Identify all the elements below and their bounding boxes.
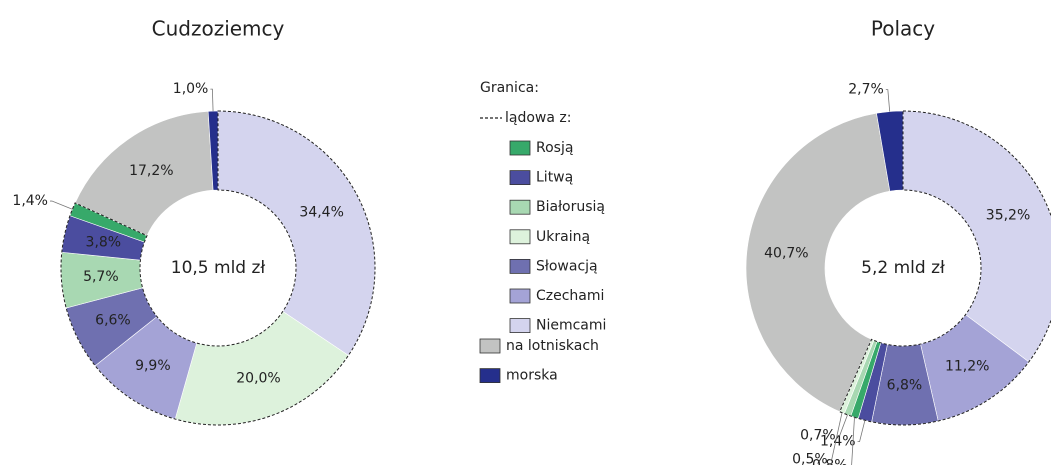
legend-title: Granica: — [480, 80, 539, 96]
data-label: 3,8% — [86, 234, 122, 250]
center-total: 5,2 mld zł — [861, 258, 945, 278]
data-label: 9,9% — [135, 358, 171, 374]
legend-label: Białorusią — [536, 199, 605, 215]
data-label: 17,2% — [129, 163, 173, 179]
leader-line — [829, 412, 843, 460]
legend-label: Rosją — [536, 140, 573, 156]
pie-slice — [74, 110, 214, 237]
leader-line — [851, 417, 855, 465]
data-label: 0,7% — [800, 427, 836, 443]
land-outline — [60, 110, 376, 426]
legend-swatch — [479, 338, 501, 354]
leader-line — [837, 414, 848, 436]
leader-line — [49, 200, 73, 210]
pie-slice — [876, 110, 904, 192]
data-label: 11,2% — [945, 358, 989, 374]
legend-swatch — [509, 140, 531, 156]
data-label: 2,7% — [848, 82, 884, 98]
leader-line — [885, 89, 891, 112]
data-label: 1,0% — [173, 81, 209, 97]
pie-slice — [217, 110, 376, 356]
legend-swatch — [509, 170, 531, 186]
data-label: 35,2% — [986, 207, 1030, 223]
chart-title: Polacy — [871, 17, 935, 41]
legend-swatch — [509, 199, 531, 215]
legend-swatch — [479, 368, 501, 384]
legend-label: Litwą — [536, 170, 573, 186]
legend-label: Słowacją — [536, 258, 598, 274]
data-label: 0,5% — [792, 451, 828, 465]
legend-label: Czechami — [536, 288, 604, 304]
data-label: 6,6% — [95, 313, 131, 329]
pie-slice — [745, 112, 891, 413]
data-label: 6,8% — [887, 377, 923, 393]
legend-group: lądowa z: — [505, 110, 571, 126]
data-label: 1,4% — [820, 434, 856, 450]
chart-title: Cudzoziemcy — [152, 17, 285, 41]
data-label: 1,4% — [12, 193, 48, 209]
legend-swatch — [509, 258, 531, 274]
leader-line — [210, 88, 214, 112]
data-label: 34,4% — [299, 205, 343, 221]
legend-swatch — [509, 288, 531, 304]
legend-label: morska — [506, 368, 558, 384]
legend-label: na lotniskach — [506, 338, 599, 354]
legend-swatch — [509, 229, 531, 245]
data-label: 20,0% — [236, 370, 280, 386]
legend-swatch — [509, 318, 531, 334]
land-outline — [839, 110, 1051, 426]
data-label: 0,8% — [812, 458, 848, 465]
legend-label: Ukrainą — [536, 229, 590, 245]
data-label: 40,7% — [764, 246, 808, 262]
legend-label: Niemcami — [536, 318, 606, 334]
center-total: 10,5 mld zł — [171, 258, 266, 278]
leader-line — [857, 420, 866, 443]
data-label: 5,7% — [83, 269, 119, 285]
